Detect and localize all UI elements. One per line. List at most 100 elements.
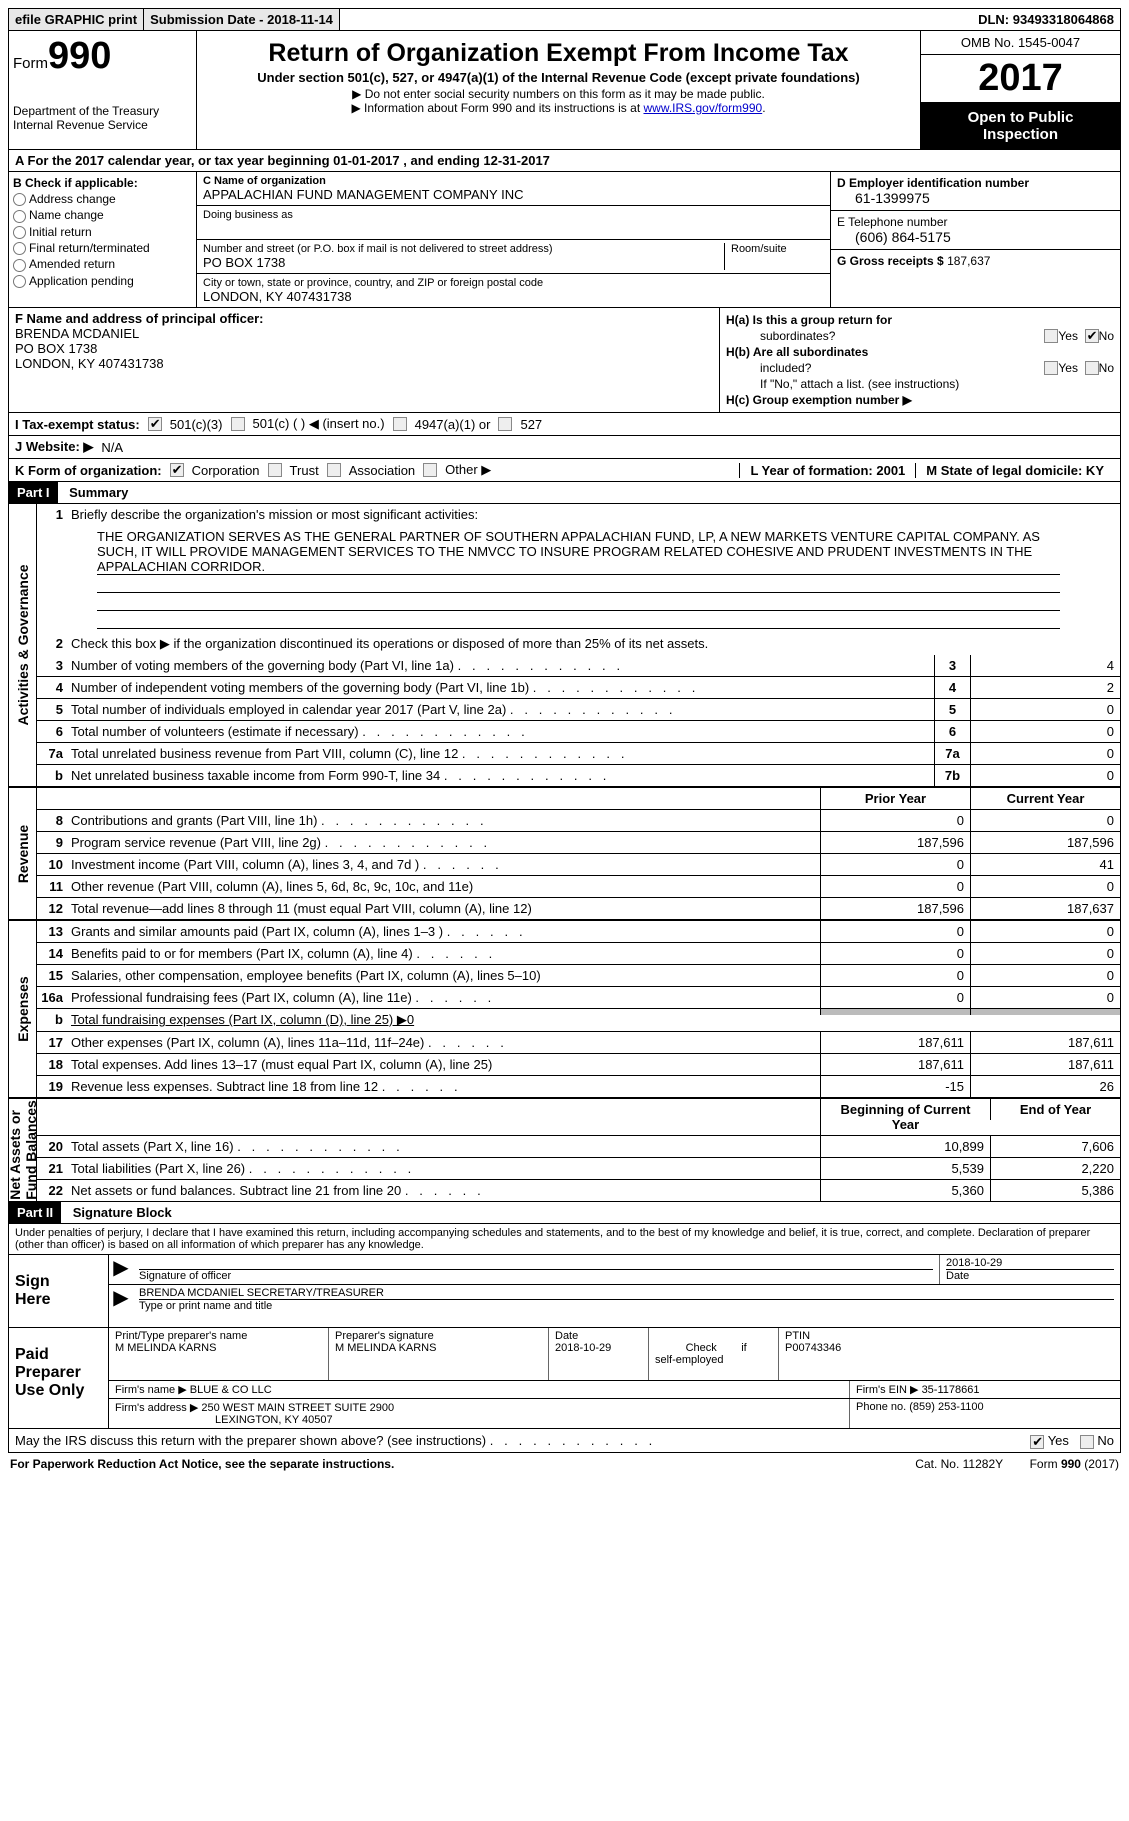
address-label: Number and street (or P.O. box if mail i… [203,243,724,255]
cb-address-change[interactable]: Address change [13,192,192,206]
line11: Other revenue (Part VIII, column (A), li… [67,876,820,897]
signature-block: Under penalties of perjury, I declare th… [8,1224,1121,1453]
beg-year-hdr: Beginning of Current Year [820,1099,990,1135]
i-4947[interactable] [393,417,407,431]
ha-yes[interactable] [1044,329,1058,343]
ha-no[interactable] [1085,329,1099,343]
hb-yes[interactable] [1044,361,1058,375]
val7a: 0 [970,743,1120,764]
cb-amended-return[interactable]: Amended return [13,257,192,271]
city: LONDON, KY 407431738 [203,289,824,304]
form-number: Form990 [13,35,192,78]
open-to-public: Open to PublicInspection [921,103,1120,149]
line13: Grants and similar amounts paid (Part IX… [67,921,820,942]
firm-ein: 35-1178661 [922,1384,980,1396]
val4: 2 [970,677,1120,698]
paid-preparer-label: Paid Preparer Use Only [9,1328,109,1428]
section-h: H(a) Is this a group return for subordin… [720,308,1120,412]
officer-addr1: PO BOX 1738 [15,341,713,356]
val6: 0 [970,721,1120,742]
i-501c3[interactable] [148,417,162,431]
state-domicile: M State of legal domicile: KY [915,463,1114,478]
line1-label: Briefly describe the organization's miss… [67,504,1120,525]
preparer-signature: M MELINDA KARNS [335,1342,542,1354]
part2-header: Part II Signature Block [8,1202,1121,1224]
val3: 4 [970,655,1120,676]
line5: Total number of individuals employed in … [67,699,934,720]
hb-no[interactable] [1085,361,1099,375]
section-net-assets: Net Assets or Fund Balances Beginning of… [8,1097,1121,1202]
line4: Number of independent voting members of … [67,677,934,698]
tax-year: 2017 [921,55,1120,103]
i-527[interactable] [498,417,512,431]
line16a: Professional fundraising fees (Part IX, … [67,987,820,1008]
ein-label: D Employer identification number [837,176,1114,190]
irs-no[interactable] [1080,1435,1094,1449]
cb-final-return[interactable]: Final return/terminated [13,241,192,255]
cb-initial-return[interactable]: Initial return [13,225,192,239]
gross-receipts-label: G Gross receipts $ [837,254,944,268]
city-label: City or town, state or province, country… [203,277,824,289]
line6: Total number of volunteers (estimate if … [67,721,934,742]
k-corp[interactable] [170,463,184,477]
k-assoc[interactable] [327,463,341,477]
phone-label: E Telephone number [837,215,1114,229]
efile-print-button[interactable]: efile GRAPHIC print [9,9,144,30]
officer-name-title: BRENDA MCDANIEL SECRETARY/TREASURER [139,1287,1114,1299]
form-subtitle: Under section 501(c), 527, or 4947(a)(1)… [203,70,914,85]
side-label-na: Net Assets or Fund Balances [7,1100,39,1200]
prior-year-hdr: Prior Year [820,788,970,809]
omb-number: OMB No. 1545-0047 [921,31,1120,55]
line9: Program service revenue (Part VIII, line… [67,832,820,853]
ssn-warning: Do not enter social security numbers on … [203,87,914,101]
val7b: 0 [970,765,1120,786]
section-revenue: Revenue Prior YearCurrent Year 8Contribu… [8,786,1121,919]
line12: Total revenue—add lines 8 through 11 (mu… [67,898,820,919]
current-year-hdr: Current Year [970,788,1120,809]
room-label: Room/suite [731,243,824,255]
ein: 61-1399975 [837,190,1114,206]
sig-date: 2018-10-29 [946,1257,1114,1269]
officer-addr2: LONDON, KY 407431738 [15,356,713,371]
row-i: I Tax-exempt status: 501(c)(3) 501(c) ( … [8,412,1121,435]
row-j: J Website: ▶ N/A [8,435,1121,458]
self-employed-check[interactable]: Check if self-employed [649,1328,779,1380]
i-501c[interactable] [231,417,245,431]
k-trust[interactable] [268,463,282,477]
mission-text: THE ORGANIZATION SERVES AS THE GENERAL P… [37,525,1120,633]
section-b: B Check if applicable: Address change Na… [9,172,197,307]
line2: Check this box ▶ if the organization dis… [67,633,1120,655]
cb-name-change[interactable]: Name change [13,208,192,222]
phone: (606) 864-5175 [837,229,1114,245]
block-bcd: B Check if applicable: Address change Na… [8,172,1121,307]
cat-no: Cat. No. 11282Y [915,1457,1003,1471]
irs-link[interactable]: www.IRS.gov/form990 [643,101,762,115]
gross-receipts: 187,637 [947,254,990,268]
preparer-name: M MELINDA KARNS [115,1342,322,1354]
row-k: K Form of organization: Corporation Trus… [8,458,1121,482]
section-c: C Name of organization APPALACHIAN FUND … [197,172,830,307]
side-label-exp: Expenses [15,976,31,1041]
line18: Total expenses. Add lines 13–17 (must eq… [67,1054,820,1075]
hc-label: H(c) Group exemption number ▶ [726,393,912,407]
section-deg: D Employer identification number 61-1399… [830,172,1120,307]
sign-here-label: Sign Here [9,1255,109,1327]
line19: Revenue less expenses. Subtract line 18 … [67,1076,820,1097]
dept-treasury: Department of the Treasury Internal Reve… [13,104,192,132]
firm-address: 250 WEST MAIN STREET SUITE 2900 [201,1402,394,1414]
side-label-ag: Activities & Governance [15,564,31,725]
line7a: Total unrelated business revenue from Pa… [67,743,934,764]
cb-application-pending[interactable]: Application pending [13,274,192,288]
dln: DLN: 93493318064868 [972,9,1120,30]
org-name-label: C Name of organization [203,175,824,187]
side-label-rev: Revenue [15,824,31,882]
top-bar: efile GRAPHIC print Submission Date - 20… [8,8,1121,31]
irs-yes[interactable] [1030,1435,1044,1449]
prep-date: 2018-10-29 [555,1342,642,1354]
k-other[interactable] [423,463,437,477]
submission-date-value: 2018-11-14 [267,12,333,27]
line22: Net assets or fund balances. Subtract li… [67,1180,820,1201]
line17: Other expenses (Part IX, column (A), lin… [67,1032,820,1053]
line7b: Net unrelated business taxable income fr… [67,765,934,786]
form-footer: Form 990 (2017) [1030,1457,1119,1471]
